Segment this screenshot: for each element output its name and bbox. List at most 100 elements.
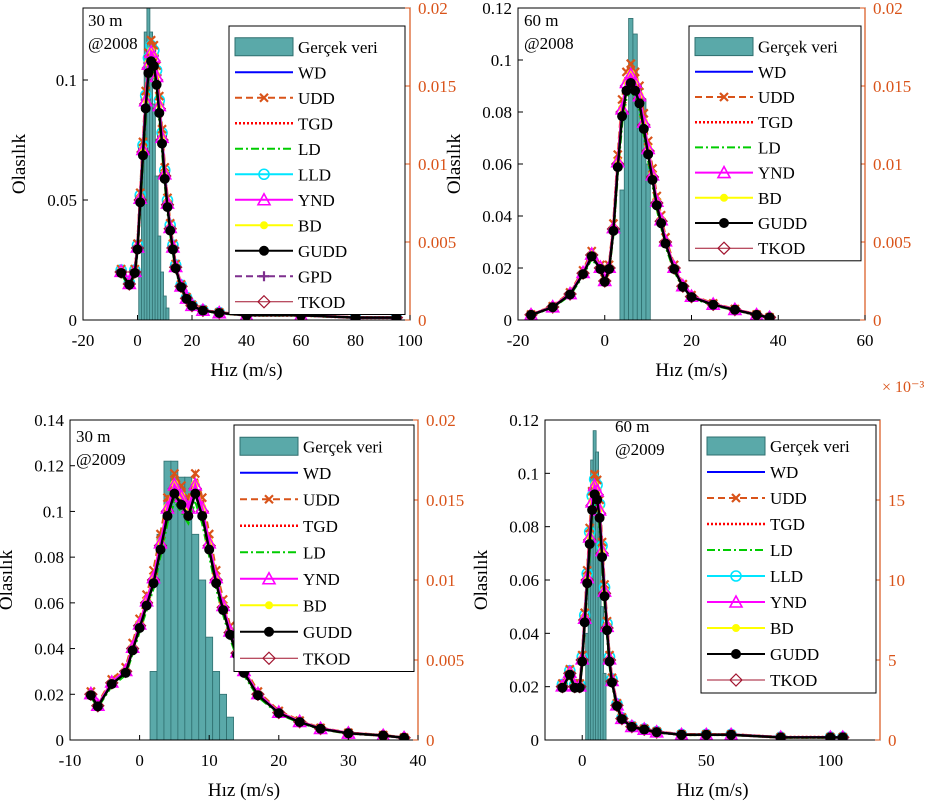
x-axis-label: Hız (m/s) <box>208 780 280 801</box>
curve-marker-gudd <box>639 724 650 735</box>
legend-marker-tkod <box>262 651 276 666</box>
x-tick-label: 80 <box>347 331 364 350</box>
y-right-tick-label: 0 <box>418 311 427 330</box>
x-tick-label: 0 <box>133 331 142 350</box>
y-tick-label: 0.08 <box>509 518 539 537</box>
curve-marker-gudd <box>211 578 222 589</box>
y-right-tick-label: 15 <box>888 491 905 510</box>
curve-marker-gudd <box>611 701 622 712</box>
histogram-bar <box>149 671 158 740</box>
y-tick-label: 0.1 <box>491 51 512 70</box>
x-tick-label: 100 <box>397 331 423 350</box>
legend-swatch-histogram <box>694 37 754 57</box>
curve-gudd <box>561 490 843 739</box>
x-tick-label: 50 <box>698 751 715 770</box>
panel-4: 0 50 100 0 0.02 0.04 0.06 0.08 0.1 0.12 0 5 10 15 × 10… <box>471 379 924 801</box>
y-right-tick-label: 0.005 <box>873 233 911 252</box>
legend-label: Gerçek veri <box>298 38 378 57</box>
curve-marker-gudd <box>141 600 152 611</box>
panel-title: @2008 <box>524 34 574 53</box>
curve-marker-udd <box>146 35 156 45</box>
curve-marker-gudd <box>643 149 654 160</box>
legend-label: BD <box>758 189 782 208</box>
curve-marker-gudd <box>214 307 225 318</box>
curve-marker-gudd <box>557 682 568 693</box>
y-tick-label: 0 <box>56 731 65 750</box>
y-right-tick-label: 0.015 <box>418 77 456 96</box>
x-tick-label: 100 <box>818 751 844 770</box>
curve-marker-gudd <box>127 645 138 656</box>
curve-marker-gudd <box>617 111 628 122</box>
curve-marker-gudd <box>159 173 170 184</box>
curve-marker-gudd <box>218 605 229 616</box>
curve-marker-gudd <box>137 150 148 161</box>
curve-marker-gudd <box>140 103 151 114</box>
x-tick-label: 20 <box>184 331 201 350</box>
legend-marker-bd <box>260 221 268 230</box>
curve-marker-gudd <box>170 263 181 274</box>
x-tick-label: -20 <box>72 331 95 350</box>
curve-marker-gudd <box>197 511 208 521</box>
curve-marker-gudd <box>638 123 649 134</box>
panel-title: @2008 <box>88 34 138 53</box>
y-tick-label: 0 <box>504 311 513 330</box>
y-right-tick-label: 0.01 <box>426 571 456 590</box>
legend-swatch-histogram <box>239 436 299 456</box>
curve-marker-gudd <box>775 732 786 740</box>
curve-marker-gudd <box>599 276 610 287</box>
legend-label: TKOD <box>770 671 817 690</box>
legend-label: WD <box>758 63 786 82</box>
curve-marker-gudd <box>92 701 103 712</box>
y-tick-label: 0.1 <box>518 464 539 483</box>
legend-box <box>233 424 415 672</box>
curve-marker-gudd <box>592 494 603 505</box>
legend-label: TGD <box>770 515 805 534</box>
plot-area <box>83 460 411 740</box>
y-right-tick-label: 0 <box>873 311 882 330</box>
panel-title: 30 m <box>76 427 110 446</box>
curve-marker-gudd <box>183 511 194 521</box>
curve-marker-gudd <box>597 552 608 563</box>
y-right-tick-label: 0.02 <box>418 0 448 18</box>
x-tick-label: 40 <box>770 331 787 350</box>
curve-marker-gudd <box>176 282 187 293</box>
curve-marker-gudd <box>612 162 623 173</box>
curve-marker-gudd <box>120 667 131 678</box>
x-tick-label: -10 <box>59 751 82 770</box>
legend-box <box>688 25 862 262</box>
curve-marker-gudd <box>582 578 593 589</box>
curve-marker-gudd <box>587 505 598 516</box>
histogram-bar <box>602 672 607 740</box>
curve-marker-gudd <box>594 512 605 523</box>
curve-marker-gudd <box>729 304 740 315</box>
x-tick-label: 0 <box>135 751 144 770</box>
legend-label: GUDD <box>303 623 352 642</box>
legend-label: TKOD <box>303 649 350 668</box>
legend-label: LD <box>770 541 793 560</box>
curve-marker-gudd <box>190 488 201 499</box>
y-tick-label: 0.02 <box>34 685 64 704</box>
y-right-tick-label: 0.015 <box>426 491 464 510</box>
legend-marker-ynd <box>728 594 744 608</box>
curve-marker-gudd <box>225 629 236 640</box>
y-tick-label: 0 <box>69 311 78 330</box>
legend-label: GUDD <box>758 214 807 233</box>
legend-label: WD <box>303 464 331 483</box>
legend-label: BD <box>770 619 794 638</box>
curve-marker-gudd <box>129 267 140 278</box>
curve-marker-gudd <box>616 714 627 725</box>
y-right-tick-label: 0.005 <box>426 651 464 670</box>
plot-area <box>523 17 777 320</box>
legend-box <box>228 25 406 315</box>
legend-marker-gpd <box>259 271 269 282</box>
y-tick-label: 0.1 <box>56 71 77 90</box>
legend-label: UDD <box>770 489 807 508</box>
legend-marker-gudd <box>731 649 741 659</box>
curve-marker-gudd <box>608 225 619 236</box>
histogram-bar <box>165 307 170 320</box>
curve-marker-gudd <box>651 200 662 211</box>
legend-label: TKOD <box>298 293 345 312</box>
curve-marker-gudd <box>625 78 636 89</box>
panel-2: -20 0 20 40 6000.020.040.060.080.10.1200.005… <box>444 0 911 381</box>
curve-marker-gudd <box>669 264 680 275</box>
